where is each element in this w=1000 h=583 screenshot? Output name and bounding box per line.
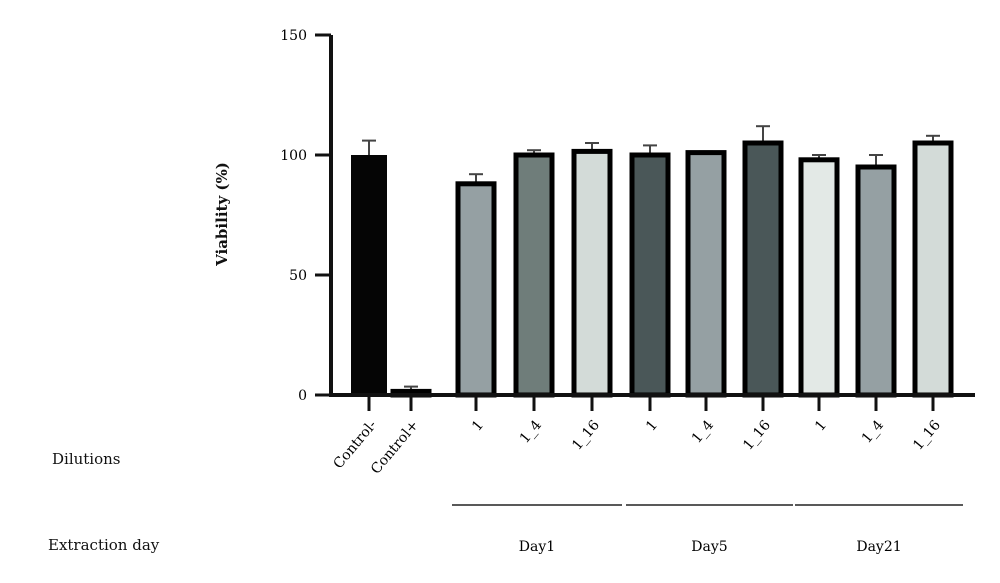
bar bbox=[798, 157, 840, 398]
bar bbox=[629, 152, 671, 398]
x-tick-label: 1 bbox=[812, 417, 830, 434]
y-tick-label: 150 bbox=[280, 28, 307, 44]
bar bbox=[855, 164, 897, 398]
x-tick-label: 1_4 bbox=[517, 417, 545, 446]
y-tick-label: 100 bbox=[280, 148, 307, 164]
x-tick-label: 1 bbox=[469, 417, 487, 434]
dilutions-row-label: Dilutions bbox=[52, 450, 121, 468]
group-label: Day1 bbox=[519, 539, 555, 555]
group-label: Day5 bbox=[691, 539, 727, 555]
x-tick-label: 1_16 bbox=[569, 417, 603, 453]
x-tick-label: 1_4 bbox=[859, 417, 887, 446]
bar bbox=[455, 181, 497, 398]
y-tick-label: 50 bbox=[289, 268, 307, 284]
bar bbox=[742, 140, 784, 398]
bar bbox=[571, 148, 613, 398]
extraction-day-row-label: Extraction day bbox=[48, 536, 160, 554]
x-tick-label: 1_4 bbox=[689, 417, 717, 446]
bar bbox=[351, 155, 387, 395]
y-tick-label: 0 bbox=[298, 388, 307, 404]
x-tick-label: 1_16 bbox=[740, 417, 774, 453]
bar bbox=[685, 150, 727, 398]
y-axis-label: Viability (%) bbox=[213, 162, 231, 266]
group-label: Day21 bbox=[856, 539, 901, 555]
x-tick-label: 1_16 bbox=[910, 417, 944, 453]
bar bbox=[513, 152, 555, 398]
x-tick-label: 1 bbox=[643, 417, 661, 434]
bar bbox=[912, 140, 954, 398]
